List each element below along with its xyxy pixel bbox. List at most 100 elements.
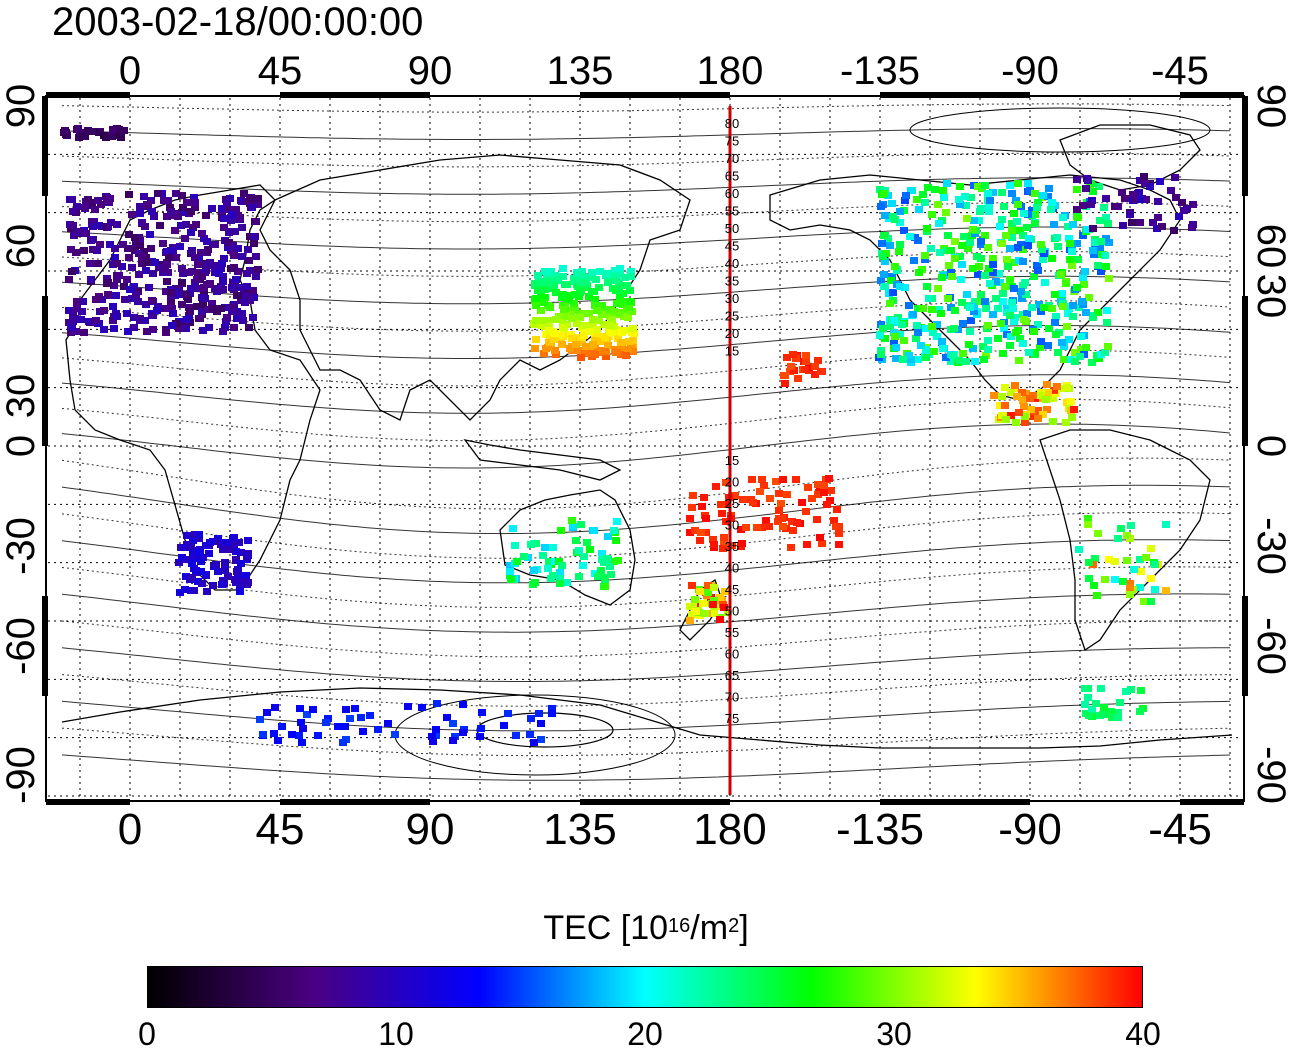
tec-cell [65, 276, 73, 283]
tec-cell [1140, 598, 1148, 605]
tec-cell [69, 311, 77, 318]
tec-cell [1080, 281, 1088, 288]
tec-cell [737, 526, 745, 533]
tec-cell [219, 278, 227, 285]
tec-cell [1170, 227, 1178, 234]
contour-line [61, 300, 1231, 332]
tec-cell [816, 534, 824, 541]
tec-cell [1082, 344, 1090, 351]
tec-cell [95, 222, 103, 229]
tec-cell [74, 125, 82, 132]
tec-cell [889, 213, 897, 220]
tec-cell [583, 350, 591, 357]
tec-cell [571, 291, 579, 298]
tec-cell [890, 317, 898, 324]
tec-cell [1136, 708, 1144, 715]
tec-cell [994, 305, 1002, 312]
tec-cell [1119, 578, 1127, 585]
tec-cell [1076, 353, 1084, 360]
tec-cell [113, 221, 121, 228]
tec-cell [123, 276, 131, 283]
tec-cell [234, 566, 242, 573]
tec-cell [163, 213, 171, 220]
tec-cell [73, 298, 81, 305]
right-lat-label: 0 [1249, 435, 1292, 457]
tec-cell [182, 325, 190, 332]
tec-cell [940, 194, 948, 201]
top-lon-label: 90 [408, 49, 453, 93]
tec-cell [314, 732, 322, 739]
tec-cell [309, 706, 317, 713]
tec-cell [1011, 382, 1019, 389]
tec-cell [1021, 419, 1029, 426]
tec-cell [546, 303, 554, 310]
tec-cell [130, 314, 138, 321]
tec-cell [722, 479, 730, 486]
tec-cell [251, 233, 259, 240]
coastline-indonesia [463, 439, 622, 481]
tec-cell [1022, 291, 1030, 298]
tec-cell [974, 271, 982, 278]
tec-cell [596, 268, 604, 275]
tec-cell [209, 582, 217, 589]
tec-cell [111, 245, 119, 252]
tec-cell [600, 321, 608, 328]
tec-cell [67, 329, 75, 336]
tec-cell [798, 499, 806, 506]
tec-cell [91, 206, 99, 213]
tec-cell [971, 298, 979, 305]
tec-cell [986, 197, 994, 204]
tec-cell [172, 190, 180, 197]
tec-cell [171, 227, 179, 234]
tec-cell [825, 475, 833, 482]
tec-cell [781, 380, 789, 387]
tec-cell [921, 252, 929, 259]
tec-cell [1136, 584, 1144, 591]
colorbar-title-unit-exponent: 2 [728, 915, 740, 937]
tec-cell [789, 351, 797, 358]
tec-cell [1051, 319, 1059, 326]
tec-cell [177, 222, 185, 229]
tec-cell [545, 322, 553, 329]
left-lat-label: -90 [0, 746, 43, 804]
top-lon-label: 45 [258, 49, 303, 93]
tec-cell [246, 233, 254, 240]
tec-cell [686, 603, 694, 610]
tec-cell [550, 282, 558, 289]
tec-cell [877, 277, 885, 284]
tec-cell [120, 283, 128, 290]
tec-cell [1040, 304, 1048, 311]
tec-cell [228, 211, 236, 218]
tec-cell [608, 317, 616, 324]
tec-cell [935, 306, 943, 313]
tec-cell [115, 126, 123, 133]
tec-cell [1100, 704, 1108, 711]
tec-cell [989, 255, 997, 262]
tec-cell [149, 312, 157, 319]
tec-cell [94, 197, 102, 204]
tec-cell [140, 193, 148, 200]
tec-cell [1068, 248, 1076, 255]
tec-cell [166, 204, 174, 211]
tec-cell [73, 203, 81, 210]
contour-line [61, 620, 1231, 658]
tec-cell [606, 563, 614, 570]
tec-cell [126, 286, 134, 293]
tec-cell [1014, 180, 1022, 187]
tec-cell [357, 714, 365, 721]
tec-cell [1146, 183, 1154, 190]
tec-cell [218, 581, 226, 588]
tec-cell [945, 262, 953, 269]
tec-cell [886, 323, 894, 330]
tec-cell [739, 496, 747, 503]
tec-cell [895, 248, 903, 255]
tec-cell [1069, 221, 1077, 228]
tec-cell [147, 197, 155, 204]
tec-cell [787, 544, 795, 551]
tec-cell [1048, 199, 1056, 206]
tec-cell [1044, 193, 1052, 200]
tec-cell [322, 719, 330, 726]
tec-cell [1085, 575, 1093, 582]
tec-cell [548, 710, 556, 717]
tec-cell [221, 567, 229, 574]
